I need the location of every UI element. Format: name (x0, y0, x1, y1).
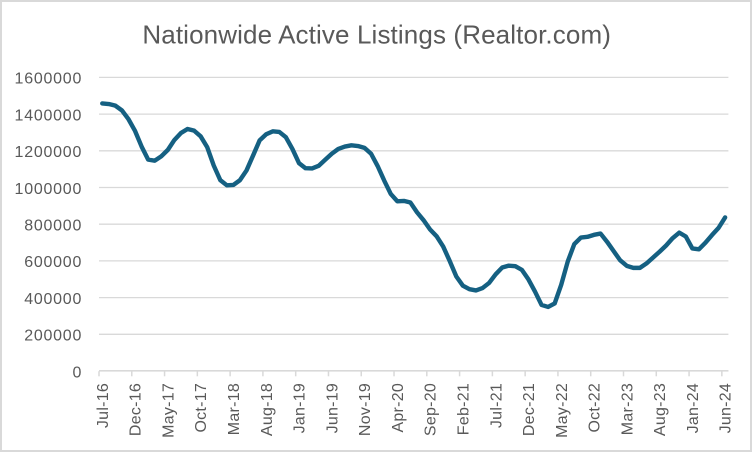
svg-text:Mar-18: Mar-18 (226, 383, 243, 435)
svg-text:Mar-23: Mar-23 (619, 383, 636, 435)
svg-text:1600000: 1600000 (15, 71, 83, 88)
svg-text:400000: 400000 (24, 291, 82, 308)
svg-text:Dec-16: Dec-16 (128, 383, 145, 436)
svg-text:Sep-20: Sep-20 (423, 383, 440, 436)
svg-text:600000: 600000 (24, 254, 82, 271)
svg-text:Jun-24: Jun-24 (718, 383, 735, 433)
svg-text:May-22: May-22 (554, 383, 571, 438)
svg-text:Oct-22: Oct-22 (587, 383, 604, 433)
svg-text:Aug-23: Aug-23 (652, 383, 669, 436)
svg-text:1200000: 1200000 (15, 144, 83, 161)
svg-text:Jan-24: Jan-24 (685, 383, 702, 433)
svg-text:0: 0 (72, 364, 82, 381)
svg-text:1000000: 1000000 (15, 181, 83, 198)
svg-text:Jul-16: Jul-16 (95, 383, 112, 428)
svg-text:Jan-19: Jan-19 (292, 383, 309, 433)
svg-text:Nov-19: Nov-19 (357, 383, 374, 436)
svg-text:Oct-17: Oct-17 (193, 383, 210, 433)
svg-text:Dec-21: Dec-21 (521, 383, 538, 436)
svg-text:800000: 800000 (24, 218, 82, 235)
svg-text:May-17: May-17 (160, 383, 177, 438)
svg-text:Jul-21: Jul-21 (488, 383, 505, 428)
svg-text:200000: 200000 (24, 328, 82, 345)
svg-text:Nationwide Active Listings (Re: Nationwide Active Listings (Realtor.com) (142, 20, 611, 50)
svg-text:1400000: 1400000 (15, 107, 83, 124)
svg-text:Apr-20: Apr-20 (390, 383, 407, 433)
svg-text:Jun-19: Jun-19 (324, 383, 341, 433)
svg-text:Feb-21: Feb-21 (455, 383, 472, 435)
svg-text:Aug-18: Aug-18 (259, 383, 276, 436)
